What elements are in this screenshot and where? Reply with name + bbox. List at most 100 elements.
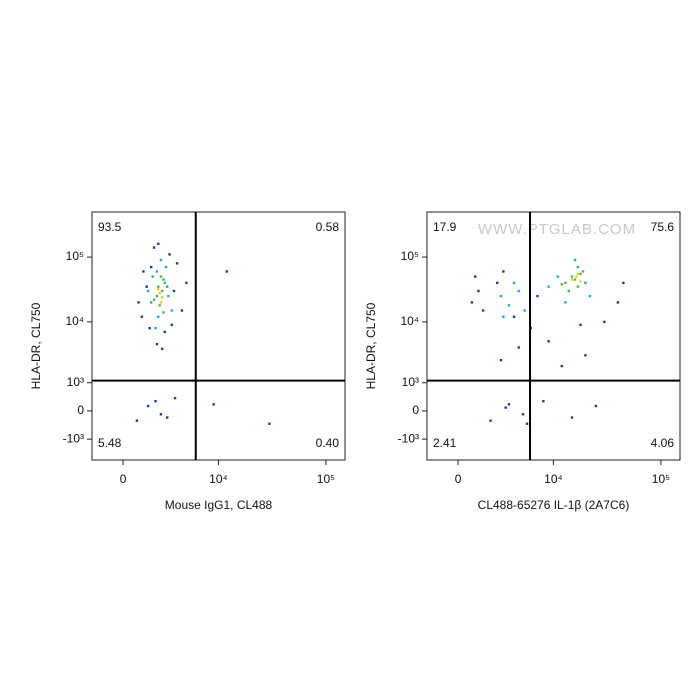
event-dot bbox=[579, 323, 582, 327]
y-tick-label: 10⁴ bbox=[400, 314, 419, 328]
event-dot bbox=[163, 330, 166, 334]
quadrant-percent: 0.58 bbox=[316, 220, 340, 234]
watermark: WWW.PTGLAB.COM bbox=[478, 221, 636, 238]
event-dot bbox=[161, 289, 164, 293]
event-dot bbox=[145, 285, 148, 288]
event-dot bbox=[502, 315, 505, 318]
y-tick-label: 10⁵ bbox=[401, 249, 419, 263]
event-dot bbox=[159, 275, 163, 278]
event-dot bbox=[212, 403, 215, 406]
event-dot bbox=[570, 275, 574, 278]
plot: WWW.PTGLAB.COM 17.9 75.6 2.41 4.06 0 10⁴ 10⁵ -10… bbox=[364, 211, 681, 512]
event-dot bbox=[175, 262, 179, 265]
event-dot bbox=[474, 275, 477, 278]
plot: 93.5 0.58 5.48 0.40 0 10⁴ 10⁵ -10³ 0 10³ 10⁴ 10⁵ Mou… bbox=[29, 211, 346, 512]
event-dot bbox=[594, 404, 598, 408]
event-dot bbox=[140, 315, 144, 318]
event-dot bbox=[477, 289, 480, 293]
x-tick-label: 10⁴ bbox=[544, 472, 563, 486]
x-tick-label: 0 bbox=[455, 472, 462, 486]
event-dot bbox=[168, 253, 171, 256]
event-dot bbox=[172, 289, 176, 293]
event-dot bbox=[603, 320, 606, 324]
quadrant-percent: 4.06 bbox=[651, 436, 675, 450]
quadrant-percent: 75.6 bbox=[651, 220, 675, 234]
event-dot bbox=[173, 396, 177, 400]
event-dot bbox=[135, 419, 139, 422]
quadrant-percent: 17.9 bbox=[433, 220, 457, 234]
event-dot bbox=[142, 270, 145, 273]
event-dot bbox=[157, 285, 160, 288]
event-dot bbox=[570, 278, 574, 281]
event-dot bbox=[573, 258, 577, 262]
event-dot bbox=[584, 354, 587, 357]
quadrant-percent: 0.40 bbox=[316, 436, 340, 450]
event-dot bbox=[149, 301, 153, 304]
event-dot bbox=[499, 359, 503, 362]
event-dot bbox=[517, 289, 520, 293]
event-dot bbox=[507, 304, 511, 307]
event-dot bbox=[536, 294, 539, 298]
plot-frame bbox=[91, 211, 346, 461]
event-dot bbox=[517, 346, 520, 349]
event-dot bbox=[159, 413, 163, 416]
y-axis-label: HLA-DR, CL750 bbox=[364, 302, 378, 389]
event-dot bbox=[149, 265, 153, 269]
event-dot bbox=[146, 289, 150, 293]
event-dot bbox=[157, 315, 160, 318]
event-dot bbox=[576, 265, 580, 269]
event-dot bbox=[163, 281, 166, 285]
event-dot bbox=[159, 301, 163, 304]
event-dot bbox=[148, 326, 151, 330]
event-dot bbox=[152, 298, 156, 301]
event-dot bbox=[268, 422, 271, 425]
x-axis-label: CL488-65276 IL-1β (2A7C6) bbox=[478, 498, 630, 512]
event-dot bbox=[542, 399, 545, 403]
y-tick-label: 0 bbox=[412, 403, 419, 417]
event-dot bbox=[146, 404, 150, 408]
event-dot bbox=[547, 285, 550, 288]
event-dot bbox=[564, 281, 567, 285]
event-dot bbox=[158, 291, 161, 295]
event-dot bbox=[547, 340, 550, 343]
event-dot bbox=[588, 294, 592, 298]
event-dot bbox=[570, 416, 574, 419]
event-dot bbox=[155, 342, 159, 346]
x-tick-label: 10⁵ bbox=[652, 472, 670, 486]
event-dot bbox=[579, 280, 582, 283]
event-dot bbox=[523, 309, 526, 312]
event-dot bbox=[159, 258, 163, 262]
event-dot bbox=[567, 289, 571, 293]
event-dot bbox=[155, 294, 159, 298]
event-dot bbox=[504, 406, 507, 409]
y-tick-label: 10³ bbox=[67, 375, 84, 389]
quadrant-percent: 2.41 bbox=[433, 436, 457, 450]
quadrant-percent: 5.48 bbox=[98, 436, 122, 450]
event-dot bbox=[151, 275, 154, 278]
event-dot bbox=[152, 246, 156, 249]
x-axis-label: Mouse IgG1, CL488 bbox=[165, 498, 273, 512]
x-tick-label: 0 bbox=[120, 472, 127, 486]
event-dot bbox=[137, 301, 140, 304]
event-dot bbox=[154, 326, 157, 330]
plot-frame bbox=[426, 211, 681, 461]
event-dot bbox=[157, 242, 160, 246]
event-dot bbox=[584, 281, 587, 285]
event-dot bbox=[622, 281, 625, 285]
event-dot bbox=[560, 283, 563, 286]
event-dot bbox=[481, 309, 485, 312]
y-tick-label: -10³ bbox=[398, 431, 419, 445]
event-dot bbox=[165, 416, 169, 419]
event-dot bbox=[157, 287, 160, 291]
event-dot bbox=[525, 422, 529, 425]
event-dot bbox=[576, 272, 580, 276]
event-dot bbox=[180, 309, 184, 312]
event-dot bbox=[170, 323, 173, 327]
event-dot bbox=[507, 403, 511, 406]
event-dot bbox=[579, 272, 582, 276]
event-dot bbox=[521, 413, 525, 416]
event-dot bbox=[165, 285, 169, 288]
event-dot bbox=[170, 309, 173, 312]
event-dot bbox=[158, 304, 161, 307]
